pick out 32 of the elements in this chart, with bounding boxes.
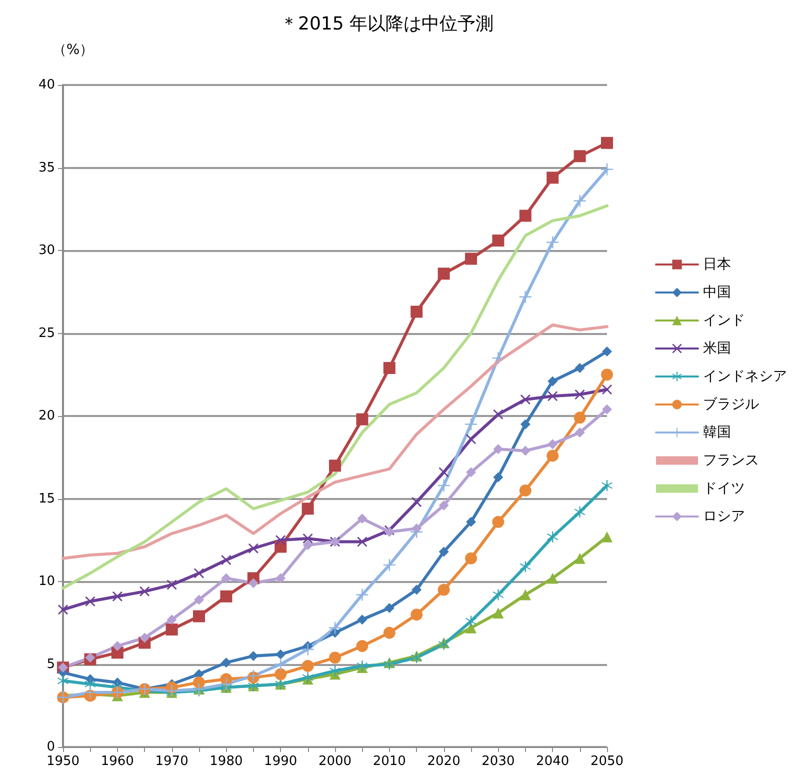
x-tick-label: 2030 [482, 754, 515, 769]
x-tick-label: 1950 [46, 754, 80, 769]
y-tick-label: 20 [38, 408, 55, 424]
y-tick-label: 15 [38, 491, 55, 506]
y-tick-label: 25 [38, 326, 55, 341]
y-tick-label: 40 [38, 78, 55, 92]
legend-label: ロシア [703, 508, 745, 524]
x-tick-label: 2010 [372, 754, 406, 769]
legend-label: 中国 [703, 284, 731, 300]
x-tick-label: 2050 [590, 754, 624, 769]
legend-label: インドネシア [703, 368, 787, 384]
legend-label: ブラジル [703, 396, 759, 412]
legend-label: インド [703, 312, 745, 328]
x-tick-label: 2040 [536, 754, 570, 769]
chart-title: ＊2015 年以降は中位予測 [280, 14, 494, 34]
legend-label: 米国 [703, 340, 731, 356]
legend-label: ドイツ [703, 480, 745, 496]
y-axis-title: （%） [52, 42, 94, 58]
y-tick-label: 35 [38, 160, 55, 176]
x-tick-label: 1980 [210, 754, 243, 769]
x-tick-label: 1960 [100, 754, 134, 769]
x-tick-label: 2000 [318, 754, 352, 769]
legend-label: フランス [703, 452, 759, 468]
y-tick-label: 0 [46, 740, 55, 754]
x-tick-label: 2020 [427, 754, 460, 769]
x-tick-label: 1970 [155, 754, 188, 769]
y-tick-label: 5 [46, 656, 55, 672]
y-tick-label: 30 [38, 243, 55, 258]
y-tick-label: 10 [38, 574, 55, 589]
legend-label: 日本 [703, 256, 731, 272]
x-tick-label: 1990 [264, 754, 298, 769]
legend-label: 韓国 [703, 424, 731, 440]
